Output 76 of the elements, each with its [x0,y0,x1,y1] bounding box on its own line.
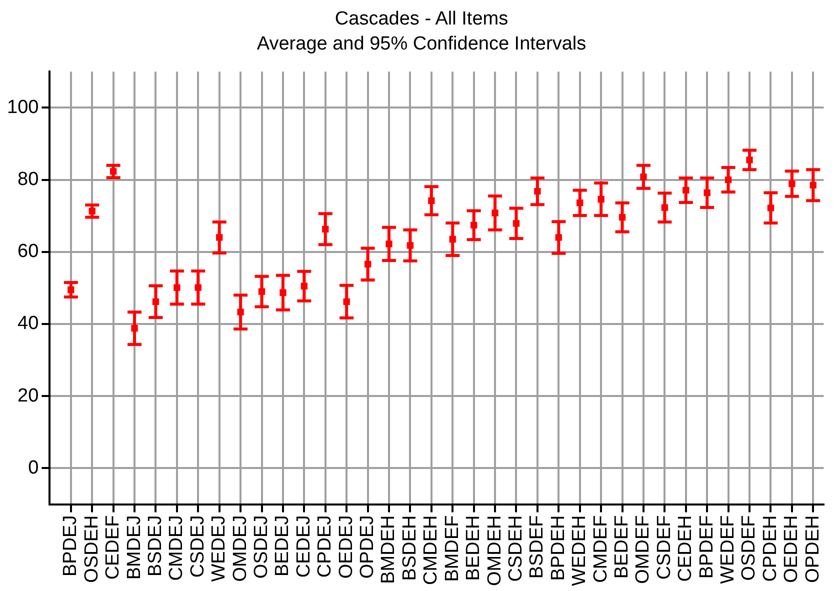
point [492,210,498,216]
x-tick-label: OEDEH [781,515,802,583]
x-tick-label: CEDEJ [293,515,314,578]
point [216,234,223,241]
x-tick-label: BEDEJ [272,515,294,577]
point [428,197,435,204]
x-tick-label: OSDEJ [251,515,272,579]
x-tick-label: WEDEH [569,515,590,586]
point [194,284,202,291]
y-tick-label: 0 [28,457,39,478]
point [598,196,604,203]
x-tick-label: OMDEJ [230,515,251,582]
x-tick-label: BMDEJ [124,515,145,580]
y-tick-label: 20 [18,385,39,406]
point [682,186,690,194]
point [470,222,478,229]
point [788,180,796,188]
point [576,200,584,206]
x-tick-label: CPDEJ [314,515,336,578]
x-tick-label: BSDEF [526,515,548,579]
x-tick-label: CSDEH [505,515,526,582]
point [364,260,372,268]
x-tick-label: CEDEH [675,515,696,582]
x-tick-label: CSDEJ [187,515,208,578]
point [386,240,392,248]
y-tick-label: 40 [18,313,39,334]
x-tick-label: CPDEH [760,515,781,582]
x-tick-label: BPDEJ [60,515,82,577]
x-tick-label: BSDEJ [144,515,166,577]
y-tick-label: 100 [7,96,39,118]
point [280,289,286,296]
point [724,176,732,184]
point [767,204,774,212]
x-tick-label: CSDEF [654,515,675,580]
chart-subtitle: Average and 95% Confidence Intervals [256,33,586,54]
x-tick-label: OMDEF [632,515,654,584]
x-tick-label: CMDEJ [166,515,188,581]
point [300,282,308,290]
point [237,308,244,316]
point [512,220,520,227]
x-tick-label: OSDEF [738,515,760,581]
x-tick-label: OMDEH [484,515,506,586]
point [343,298,350,305]
point [131,324,138,332]
chart-title: Cascades - All Items [334,8,508,30]
point [555,234,562,241]
point [152,298,160,305]
x-tick-label: BEDEH [463,515,484,581]
point [810,182,816,189]
x-tick-label: OEDEJ [336,515,357,579]
point [406,242,414,249]
y-tick-label: 80 [18,169,39,190]
x-tick-label: OPDEJ [357,515,378,579]
x-tick-label: CMDEF [590,515,612,583]
x-tick-label: BMDEF [442,515,463,582]
point [174,284,180,291]
point [449,236,456,243]
point [704,189,710,196]
y-tick-label: 60 [18,241,39,262]
point [640,174,647,180]
x-tick-label: BMDEH [378,515,400,584]
point [322,226,329,232]
x-tick-label: WEDEJ [208,515,230,582]
x-tick-label: BPDEF [696,515,718,579]
point [534,188,541,195]
point [258,288,266,295]
x-tick-label: WEDEF [718,515,739,584]
x-tick-label: OSDEH [81,515,102,583]
x-tick-label: OPDEH [802,515,824,583]
x-tick-label: BSDEH [399,515,420,581]
x-tick-label: CEDEF [102,515,124,580]
point [618,214,626,221]
point [661,204,668,211]
x-tick-label: BEDEF [612,515,633,579]
x-tick-label: BPDEH [548,515,569,581]
x-tick-label: CMDEH [420,515,442,585]
